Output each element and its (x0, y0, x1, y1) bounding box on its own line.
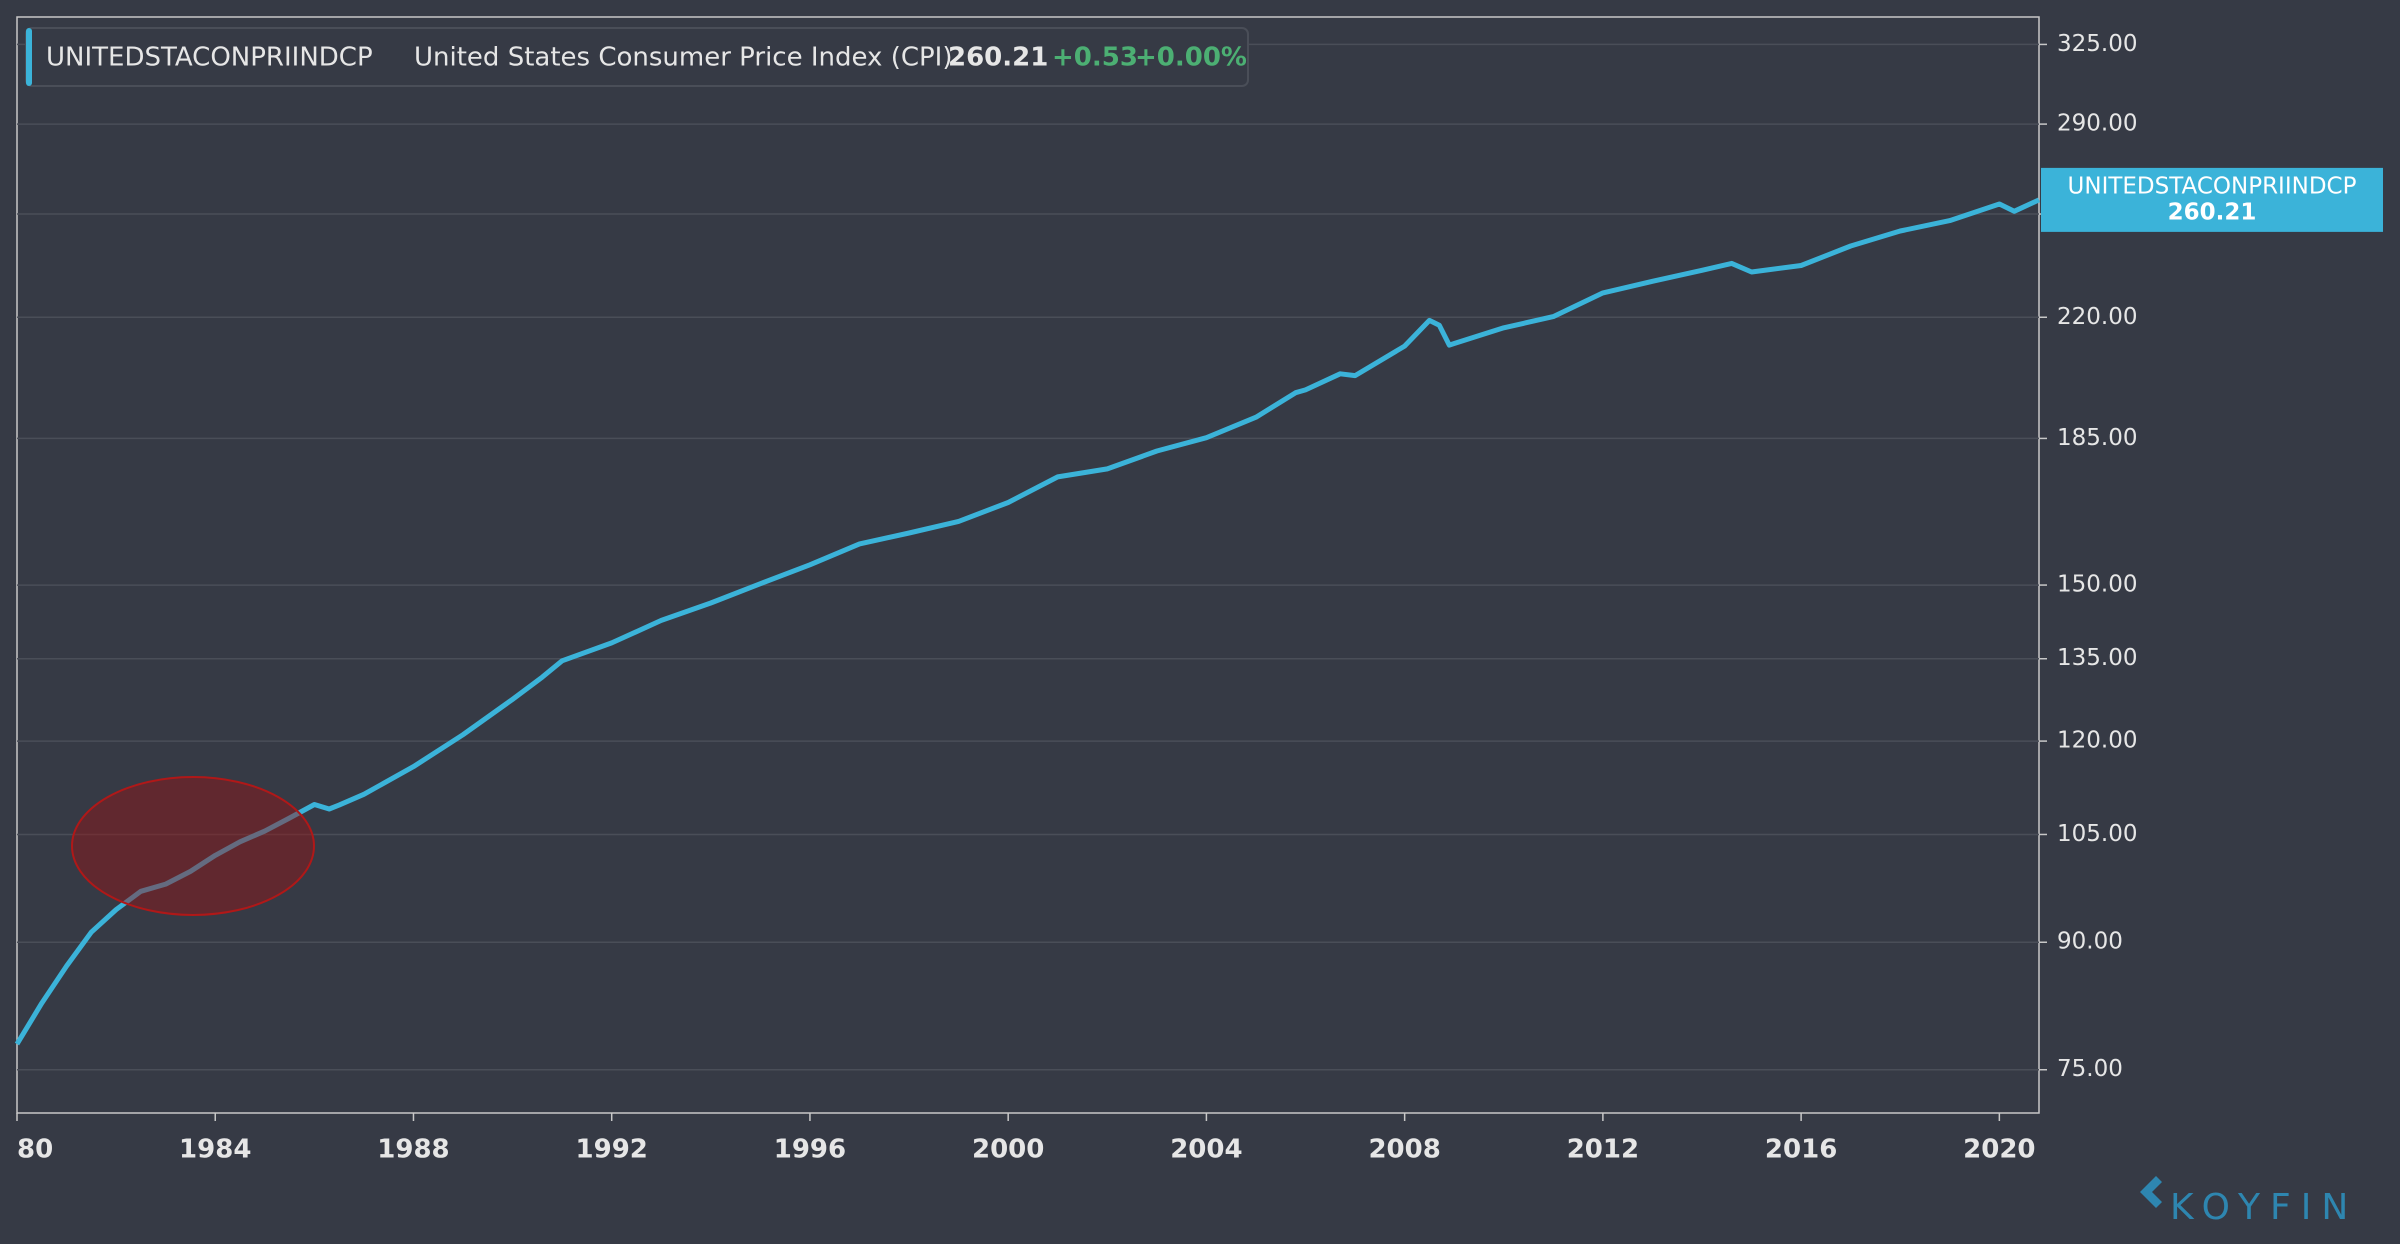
badge-box (2041, 167, 2383, 232)
x-tick-label: 80 (17, 1135, 53, 1165)
x-tick-label: 2004 (1170, 1135, 1242, 1165)
y-tick-label: 185.00 (2057, 425, 2137, 451)
change: +0.53 (1052, 43, 1138, 73)
y-tick-label: 325.00 (2057, 31, 2137, 57)
y-tick-label: 290.00 (2057, 111, 2137, 137)
x-tick-label: 1988 (377, 1135, 449, 1165)
brand-text: KOYFIN (2170, 1187, 2358, 1228)
chart-title: United States Consumer Price Index (CPI) (414, 43, 952, 73)
badge-value: 260.21 (2168, 199, 2257, 225)
plot-frame (16, 16, 2040, 1114)
x-tick-label: 1992 (576, 1135, 648, 1165)
legend-accent (26, 28, 32, 86)
last-price: 260.21 (948, 43, 1048, 73)
x-tick-label: 1984 (179, 1135, 251, 1165)
series-line (14, 197, 2041, 1046)
x-tick-label: 2012 (1567, 1135, 1639, 1165)
highlight-ellipse (71, 776, 315, 916)
legend-box: UNITEDSTACONPRIINDCP United States Consu… (25, 27, 1249, 87)
legend-series-name: UNITEDSTACONPRIINDCP (46, 43, 373, 73)
x-tick-label: 2000 (972, 1135, 1044, 1165)
x-tick-label: 1996 (774, 1135, 846, 1165)
y-tick-label: 75.00 (2057, 1056, 2123, 1082)
y-tick-label: 220.00 (2057, 304, 2137, 330)
badge-series-name: UNITEDSTACONPRIINDCP (2068, 173, 2357, 199)
change-pct: +0.00% (1135, 43, 1247, 73)
x-tick-label: 2020 (1963, 1135, 2035, 1165)
y-tick-label: 135.00 (2057, 645, 2137, 671)
y-tick-label: 150.00 (2057, 572, 2137, 598)
y-tick-label: 120.00 (2057, 728, 2137, 754)
series-layer (14, 197, 2041, 1046)
brand-logo: KOYFIN (2140, 1176, 2358, 1228)
y-tick-label: 90.00 (2057, 929, 2123, 955)
x-tick-label: 2008 (1368, 1135, 1440, 1165)
y-tick-label: 105.00 (2057, 821, 2137, 847)
x-tick-label: 2016 (1765, 1135, 1837, 1165)
grid: 75.00 90.00 105.00 120.00 135.00 150.00 185.00… (16, 31, 2137, 1165)
brand-icon (2140, 1176, 2162, 1208)
